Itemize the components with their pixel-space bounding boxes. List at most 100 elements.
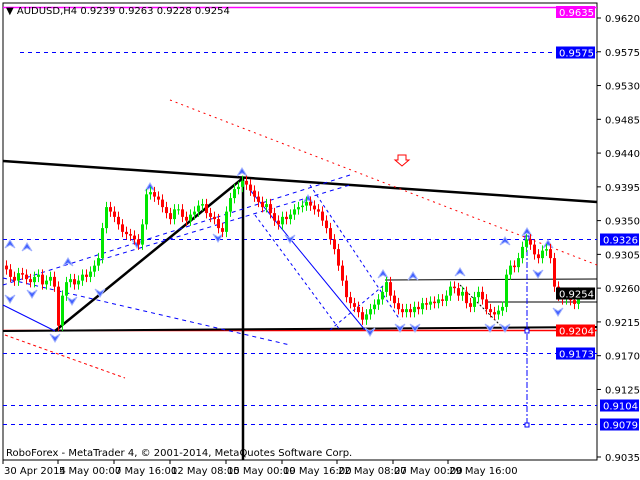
collapse-triangle-icon: ▼	[6, 6, 17, 17]
candle-body	[217, 219, 220, 229]
candle-body	[249, 184, 252, 191]
level-price-label: 0.9204	[559, 327, 594, 338]
candle-body	[161, 199, 164, 208]
candle-body	[105, 207, 108, 229]
support-line	[2, 326, 598, 332]
y-tick-label: 0.9350	[605, 217, 640, 228]
fractal-up-icon	[499, 236, 511, 246]
candle-body	[325, 220, 328, 229]
level-label-bg	[600, 233, 639, 246]
candle-body	[165, 207, 168, 214]
candle-body	[521, 246, 524, 259]
candle-body	[381, 291, 384, 300]
fractal-up-icon	[377, 269, 389, 279]
range-top-line	[384, 278, 598, 281]
candle-body	[333, 239, 336, 250]
candle-body	[353, 303, 356, 307]
candle-body	[197, 205, 200, 212]
candle-body	[397, 303, 400, 310]
blue-line	[2, 304, 56, 332]
candle-body	[513, 265, 516, 268]
candle-body	[189, 214, 192, 221]
candle-body	[29, 279, 32, 283]
x-tick-label: 7 May 16:00	[115, 466, 177, 477]
x-tick-label: 15 May 00:00	[227, 466, 296, 477]
candle-body	[37, 274, 40, 277]
projection-handle	[524, 422, 530, 428]
candle-body	[49, 276, 52, 281]
level-price-label: 0.9575	[559, 49, 594, 60]
candle-body	[77, 280, 80, 285]
candle-body	[541, 250, 544, 259]
candle-body	[373, 304, 376, 310]
fractal-up-icon	[521, 227, 533, 237]
candle-body	[297, 207, 300, 210]
y-tick-label: 0.9575	[605, 48, 640, 59]
y-tick-label: 0.9530	[605, 82, 640, 93]
candle-body	[281, 216, 284, 225]
candle-body	[501, 306, 504, 311]
candle-body	[393, 295, 396, 304]
candle-body	[53, 276, 56, 287]
channel-line	[329, 279, 391, 331]
candle-body	[133, 235, 136, 240]
candle-body	[429, 301, 432, 305]
channel-line	[2, 277, 291, 346]
candle-body	[573, 300, 576, 304]
candle-body	[129, 234, 132, 236]
candle-body	[57, 286, 60, 326]
x-tick-label: 5 May 00:00	[59, 466, 121, 477]
candle-body	[385, 282, 388, 292]
candle-body	[409, 309, 412, 313]
symbol-label: AUDUSD,H4	[17, 6, 77, 17]
candle-body	[293, 209, 296, 215]
candle-body	[149, 192, 152, 195]
candle-body	[261, 201, 264, 208]
fractal-down-icon	[409, 323, 421, 333]
x-tick-label: 19 May 16:00	[283, 466, 352, 477]
candle-body	[209, 213, 212, 217]
candle-body	[405, 309, 408, 313]
fractal-down-icon	[212, 233, 224, 243]
y-tick-label: 0.9305	[605, 250, 640, 261]
level-label-bg	[556, 347, 595, 360]
candle-body	[273, 213, 276, 221]
candle-body	[301, 205, 304, 208]
candle-body	[245, 180, 248, 185]
level-price-label: 0.9326	[603, 236, 638, 247]
level-label-bg	[556, 324, 595, 337]
fractal-down-icon	[552, 307, 564, 317]
candle-body	[193, 211, 196, 215]
candle-body	[309, 201, 312, 206]
level-price-label: 0.9254	[559, 290, 594, 301]
candle-body	[305, 201, 308, 206]
candle-body	[401, 309, 404, 313]
candle-body	[13, 276, 16, 281]
candle-body	[25, 274, 28, 280]
candle-body	[145, 194, 148, 225]
candle-body	[233, 189, 236, 199]
candle-body	[205, 204, 208, 214]
y-tick-label: 0.9620	[605, 14, 640, 25]
level-label-bg	[556, 287, 595, 300]
candle-body	[201, 204, 204, 206]
channel-line	[249, 189, 366, 331]
candle-body	[349, 297, 352, 304]
candle-body	[21, 273, 24, 275]
candle-body	[17, 273, 20, 281]
copyright-footer: RoboForex - MetaTrader 4, © 2001-2014, M…	[6, 448, 352, 459]
candle-body	[121, 224, 124, 232]
y-tick-label: 0.9125	[605, 385, 640, 396]
projection-handle	[524, 328, 530, 334]
fractal-down-icon	[499, 323, 511, 333]
candle-body	[553, 258, 556, 287]
rising-trendline	[54, 177, 244, 332]
chart-header: ▼ AUDUSD,H4 0.9239 0.9263 0.9228 0.9254	[6, 6, 230, 17]
candle-body	[289, 214, 292, 220]
candle-body	[461, 291, 464, 296]
candle-body	[117, 216, 120, 225]
candle-body	[517, 258, 520, 268]
candle-body	[465, 291, 468, 304]
candle-body	[137, 239, 140, 245]
